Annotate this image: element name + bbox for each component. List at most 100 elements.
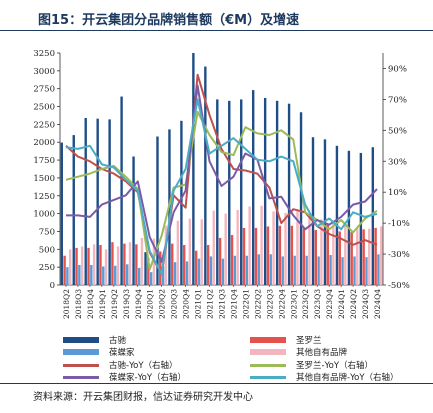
bar-3 bbox=[66, 267, 69, 285]
bar-3 bbox=[90, 265, 93, 285]
figure-title-bar: 图15：开云集团分品牌销售额（€M）及增速 bbox=[0, 0, 433, 31]
bar-1 bbox=[371, 147, 375, 285]
bar-2 bbox=[206, 245, 210, 285]
right-tick-label: -30% bbox=[388, 250, 410, 260]
bar-2 bbox=[183, 245, 186, 285]
source-note: 资料来源：开云集团财报，信达证券研究开发中心 bbox=[33, 392, 253, 403]
x-tick-label: 2022Q3 bbox=[265, 289, 274, 319]
bar-4 bbox=[368, 228, 371, 285]
bar-3 bbox=[197, 258, 201, 285]
bar-4 bbox=[284, 212, 287, 285]
legend-label: 其他自有品牌-YoY（右轴） bbox=[296, 373, 399, 383]
x-tick-label: 2024Q3 bbox=[361, 289, 370, 319]
legend-swatch bbox=[63, 337, 99, 343]
left-tick-label: 1750 bbox=[33, 156, 55, 166]
legend-swatch bbox=[63, 376, 99, 379]
left-tick-label: 3000 bbox=[33, 67, 55, 77]
bar-4 bbox=[104, 249, 108, 285]
yoy-line-3 bbox=[66, 84, 378, 263]
bar-2 bbox=[87, 247, 90, 285]
bar-3 bbox=[114, 265, 117, 285]
x-tick-label: 2020Q3 bbox=[170, 289, 179, 319]
left-tick-label: 2000 bbox=[33, 138, 55, 148]
bar-3 bbox=[269, 254, 272, 285]
bar-1 bbox=[216, 99, 219, 286]
x-tick-label: 2023Q1 bbox=[289, 289, 298, 319]
x-tick-label: 2019Q2 bbox=[110, 289, 119, 319]
left-tick-label: 1000 bbox=[33, 210, 55, 220]
x-tick-label: 2019Q1 bbox=[98, 289, 107, 319]
bar-4 bbox=[188, 218, 192, 285]
legend-swatch bbox=[250, 337, 286, 343]
bar-3 bbox=[353, 256, 356, 285]
bar-4 bbox=[320, 219, 323, 285]
right-tick-label: 50% bbox=[388, 126, 407, 136]
right-tick-label: 90% bbox=[388, 64, 407, 74]
bar-1 bbox=[311, 137, 315, 285]
bar-3 bbox=[377, 254, 380, 285]
bar-4 bbox=[224, 213, 227, 285]
right-tick-label: 70% bbox=[388, 95, 407, 105]
bar-1 bbox=[204, 66, 207, 285]
bar-1 bbox=[299, 112, 303, 285]
bar-4 bbox=[212, 210, 215, 285]
bar-2 bbox=[135, 244, 138, 285]
x-tick-label: 2019Q3 bbox=[122, 289, 131, 319]
x-tick-label: 2021Q2 bbox=[206, 289, 215, 319]
bar-2 bbox=[194, 250, 198, 285]
bar-2 bbox=[230, 235, 234, 285]
title-divider bbox=[0, 30, 433, 31]
right-tick-label: -10% bbox=[388, 219, 410, 229]
bar-3 bbox=[149, 272, 153, 285]
bar-3 bbox=[209, 256, 213, 285]
bar-2 bbox=[75, 247, 78, 285]
x-tick-label: 2021Q4 bbox=[229, 289, 238, 319]
bar-3 bbox=[185, 261, 189, 285]
bar-2 bbox=[111, 242, 114, 285]
bar-3 bbox=[257, 254, 260, 285]
legend-swatch bbox=[63, 349, 99, 355]
bar-1 bbox=[287, 103, 291, 285]
bar-4 bbox=[332, 223, 335, 285]
bar-2 bbox=[147, 257, 150, 285]
bar-4 bbox=[344, 225, 347, 285]
bar-3 bbox=[233, 255, 237, 285]
x-tick-label: 2020Q4 bbox=[182, 289, 191, 319]
bar-3 bbox=[161, 266, 165, 285]
legend-swatch bbox=[250, 364, 286, 367]
x-tick-label: 2023Q4 bbox=[325, 289, 334, 319]
bar-3 bbox=[305, 255, 308, 285]
bar-1 bbox=[323, 139, 327, 285]
bar-4 bbox=[236, 210, 239, 285]
bar-2 bbox=[123, 243, 126, 285]
bar-2 bbox=[63, 255, 66, 285]
legend-label: 古驰-YoY（右轴） bbox=[109, 361, 178, 371]
bar-2 bbox=[99, 245, 102, 285]
bar-3 bbox=[221, 258, 225, 285]
x-tick-label: 2022Q2 bbox=[253, 289, 262, 319]
bar-1 bbox=[251, 90, 255, 285]
bar-3 bbox=[293, 255, 296, 285]
bar-4 bbox=[260, 205, 263, 285]
bar-4 bbox=[356, 227, 359, 285]
legend-label: 圣罗兰-YoY（右轴） bbox=[296, 361, 374, 371]
legend-label: 葆蝶家 bbox=[109, 348, 135, 358]
bar-3 bbox=[173, 262, 177, 285]
figure-title: 图15：开云集团分品牌销售额（€M）及增速 bbox=[38, 13, 300, 28]
source-divider bbox=[0, 383, 433, 384]
legend-swatch bbox=[250, 376, 286, 379]
left-tick-label: 250 bbox=[39, 263, 55, 273]
right-tick-label: 10% bbox=[388, 188, 407, 198]
bar-3 bbox=[137, 267, 141, 285]
bar-2 bbox=[171, 243, 174, 285]
bar-4 bbox=[116, 246, 120, 285]
bar-4 bbox=[296, 210, 299, 285]
bar-2 bbox=[338, 231, 341, 285]
bar-4 bbox=[128, 242, 132, 285]
left-tick-label: 500 bbox=[39, 245, 55, 255]
bar-2 bbox=[302, 228, 306, 285]
bar-1 bbox=[263, 97, 267, 285]
x-tick-label: 2021Q1 bbox=[194, 289, 203, 319]
bar-2 bbox=[266, 226, 270, 285]
left-tick-label: 2250 bbox=[33, 120, 55, 130]
